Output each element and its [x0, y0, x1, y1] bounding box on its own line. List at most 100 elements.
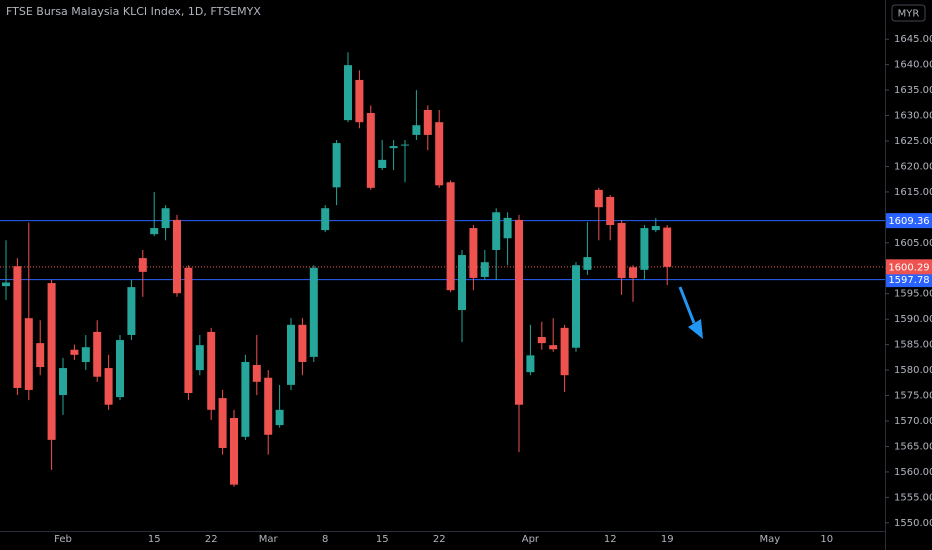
candle-body — [275, 409, 284, 426]
candle-body — [161, 208, 170, 229]
x-tick-label: 22 — [433, 534, 446, 545]
y-tick-label: 1580.00 — [894, 365, 932, 376]
candle-body — [503, 217, 512, 239]
candle-body — [184, 267, 193, 394]
candle-body — [264, 377, 273, 435]
candle-body — [104, 368, 113, 405]
candle-body — [526, 355, 535, 373]
y-tick-label: 1620.00 — [894, 161, 932, 172]
candle-body — [663, 227, 672, 267]
candle-body — [617, 222, 626, 278]
candle-body — [298, 324, 307, 362]
candle-body — [606, 197, 615, 226]
y-tick-label: 1605.00 — [894, 238, 932, 249]
candle-body — [583, 257, 592, 270]
candle-body — [355, 79, 364, 123]
y-tick-label: 1590.00 — [894, 314, 932, 325]
candle-body — [2, 282, 10, 287]
y-tick-label: 1585.00 — [894, 340, 932, 351]
candle-body — [480, 262, 489, 277]
candle-body — [150, 228, 159, 235]
level-label: 1597.78 — [888, 275, 929, 286]
candle-body — [13, 266, 22, 388]
candle-body — [537, 337, 546, 344]
level-box — [886, 213, 932, 229]
candle-body — [287, 324, 295, 385]
candle-body — [93, 331, 102, 377]
y-tick-label: 1570.00 — [894, 416, 932, 427]
level-label: 1609.36 — [888, 216, 929, 227]
candle-body — [435, 122, 444, 186]
arrow-shaft — [678, 286, 696, 324]
y-tick-label: 1625.00 — [894, 136, 932, 147]
candle-body — [594, 189, 603, 208]
candle-body — [651, 226, 660, 231]
candle-body — [389, 146, 398, 149]
last-price-label: 1600.29 — [888, 262, 929, 273]
candle-body — [344, 65, 352, 121]
candle-body — [241, 361, 250, 437]
x-tick-label: Mar — [259, 534, 279, 545]
candle-body — [412, 125, 421, 135]
level-box — [886, 272, 932, 288]
candle-body — [195, 345, 204, 371]
last-price-box — [886, 259, 932, 275]
y-tick-label: 1645.00 — [894, 34, 932, 45]
chart-title: FTSE Bursa Malaysia KLCI Index, 1D, FTSE… — [6, 5, 261, 18]
y-tick-label: 1560.00 — [894, 467, 932, 478]
y-tick-label: 1640.00 — [894, 60, 932, 71]
candle-body — [127, 287, 136, 335]
candle-body — [640, 228, 649, 270]
candle-body — [230, 417, 238, 485]
x-tick-label: 15 — [376, 534, 389, 545]
y-tick-label: 1635.00 — [894, 85, 932, 96]
candle-body — [401, 144, 409, 146]
candle-body — [572, 265, 580, 348]
candle-body — [560, 327, 569, 376]
candle-body — [446, 182, 455, 291]
x-tick-label: 22 — [205, 534, 218, 545]
y-tick-label: 1555.00 — [894, 492, 932, 503]
x-tick-label: 19 — [661, 534, 674, 545]
candle-body — [549, 345, 558, 350]
candle-body — [458, 255, 466, 311]
x-tick-label: 15 — [148, 534, 161, 545]
candle-body — [36, 343, 45, 368]
y-tick-label: 1565.00 — [894, 441, 932, 452]
candle-body — [218, 398, 227, 448]
currency[interactable]: MYR — [898, 9, 920, 20]
candle-body — [492, 212, 501, 250]
candle-body — [47, 283, 56, 440]
y-tick-label: 1615.00 — [894, 187, 932, 198]
currency-box[interactable] — [891, 4, 926, 22]
x-tick-label: May — [759, 534, 780, 545]
candle-body — [332, 143, 341, 188]
candle-body — [423, 109, 432, 135]
candle-body — [116, 340, 124, 398]
candle-body — [59, 368, 67, 396]
candle-body — [70, 349, 79, 355]
arrow-head — [688, 319, 703, 339]
candle-body — [309, 267, 318, 357]
x-tick-label: 10 — [820, 534, 833, 545]
candle-body — [81, 347, 90, 362]
x-tick-label: Apr — [522, 534, 540, 545]
candle-body — [366, 113, 375, 188]
candle-body — [252, 365, 261, 382]
candle-body — [515, 219, 523, 405]
y-tick-label: 1575.00 — [894, 391, 932, 402]
x-tick-label: Feb — [54, 534, 72, 545]
x-tick-label: 8 — [322, 534, 328, 545]
candle-body — [469, 228, 478, 278]
candle-body — [321, 208, 330, 231]
x-tick-label: 12 — [604, 534, 617, 545]
candle-body — [138, 258, 147, 272]
candle-body — [24, 318, 33, 390]
y-tick-label: 1630.00 — [894, 111, 932, 122]
y-tick-label: 1550.00 — [894, 518, 932, 529]
y-tick-label: 1595.00 — [894, 289, 932, 300]
candle-body — [207, 331, 216, 410]
candle-body — [378, 159, 387, 168]
